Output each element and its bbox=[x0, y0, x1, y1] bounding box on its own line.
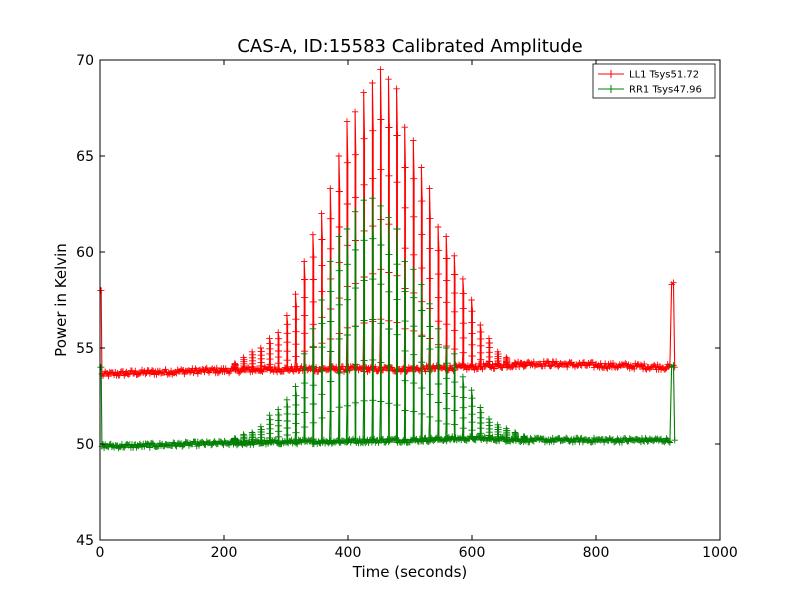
ticks-layer: 0 200 400 600 800 1000 45 50 55 60 65 70 bbox=[76, 53, 738, 561]
y-tick-label: 50 bbox=[76, 437, 94, 453]
y-tick-label: 65 bbox=[76, 149, 94, 165]
x-axis-title: Time (seconds) bbox=[352, 563, 468, 581]
x-tick-label: 1000 bbox=[702, 545, 738, 561]
y-tick-label: 55 bbox=[76, 341, 94, 357]
x-tick-label: 200 bbox=[211, 545, 238, 561]
x-tick-label: 0 bbox=[96, 545, 105, 561]
y-tick-label: 60 bbox=[76, 245, 94, 261]
y-tick-label: 70 bbox=[76, 53, 94, 69]
legend-box bbox=[592, 63, 716, 99]
x-tick-label: 400 bbox=[335, 545, 362, 561]
plot-area bbox=[100, 60, 720, 540]
legend-label-ll1: LL1 Tsys51.72 bbox=[629, 70, 699, 81]
x-tick-label: 800 bbox=[583, 545, 610, 561]
x-tick-label: 600 bbox=[459, 545, 486, 561]
plot-frame bbox=[99, 59, 721, 541]
series-rr1 bbox=[97, 195, 678, 452]
series-layer bbox=[97, 66, 678, 452]
y-axis-title: Power in Kelvin bbox=[52, 243, 70, 357]
legend-marker-rr1 bbox=[607, 85, 615, 93]
y-tick-label: 45 bbox=[76, 533, 94, 549]
legend: LL1 Tsys51.72 RR1 Tsys47.96 bbox=[592, 63, 716, 99]
legend-marker-ll1 bbox=[607, 70, 615, 78]
series-rr1-markers bbox=[97, 195, 678, 452]
legend-label-rr1: RR1 Tsys47.96 bbox=[629, 85, 702, 96]
chart-title: CAS-A, ID:15583 Calibrated Amplitude bbox=[237, 36, 582, 57]
